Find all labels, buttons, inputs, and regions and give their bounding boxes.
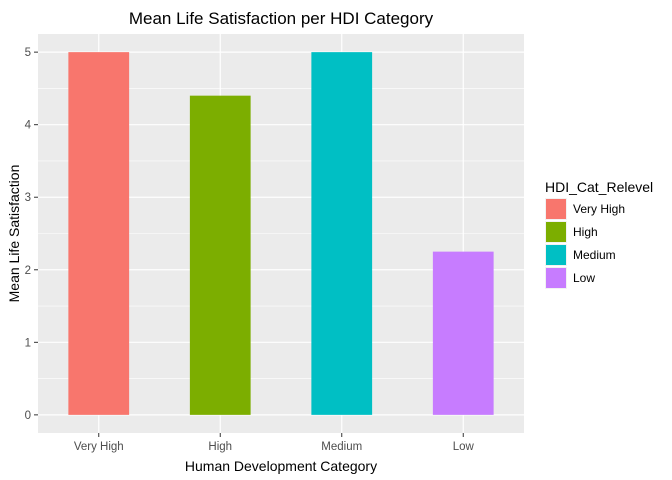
legend-label: High bbox=[573, 225, 598, 239]
y-axis-title: Mean Life Satisfaction bbox=[6, 165, 22, 303]
x-tick-label: Low bbox=[453, 441, 475, 453]
bars bbox=[68, 52, 494, 415]
y-tick-label: 1 bbox=[25, 337, 31, 349]
bar-low bbox=[432, 251, 494, 415]
x-axis: Very High High Medium Low bbox=[74, 433, 475, 453]
legend-title: HDI_Cat_Relevel bbox=[545, 179, 653, 195]
bar-very-high bbox=[68, 52, 130, 415]
legend: HDI_Cat_Relevel Very High High Medium Low bbox=[545, 179, 653, 289]
legend-swatch bbox=[546, 245, 566, 265]
legend-swatch bbox=[546, 199, 566, 219]
chart-title: Mean Life Satisfaction per HDI Category bbox=[129, 9, 434, 28]
bar-high bbox=[189, 95, 251, 415]
x-axis-title: Human Development Category bbox=[185, 458, 377, 474]
y-tick-label: 3 bbox=[25, 192, 31, 204]
y-axis: 0 1 2 3 4 5 bbox=[25, 47, 38, 422]
legend-label: Medium bbox=[573, 248, 616, 262]
y-tick-label: 0 bbox=[25, 410, 31, 422]
legend-label: Low bbox=[573, 271, 595, 285]
bar-medium bbox=[311, 52, 373, 415]
y-tick-label: 5 bbox=[25, 47, 31, 59]
y-tick-label: 2 bbox=[25, 265, 31, 277]
y-tick-label: 4 bbox=[25, 120, 32, 132]
legend-items: Very High High Medium Low bbox=[545, 198, 625, 289]
x-tick-label: Medium bbox=[321, 441, 362, 453]
x-tick-label: High bbox=[208, 441, 232, 453]
legend-swatch bbox=[546, 268, 566, 288]
legend-swatch bbox=[546, 222, 566, 242]
legend-label: Very High bbox=[573, 202, 625, 216]
x-tick-label: Very High bbox=[74, 441, 124, 453]
